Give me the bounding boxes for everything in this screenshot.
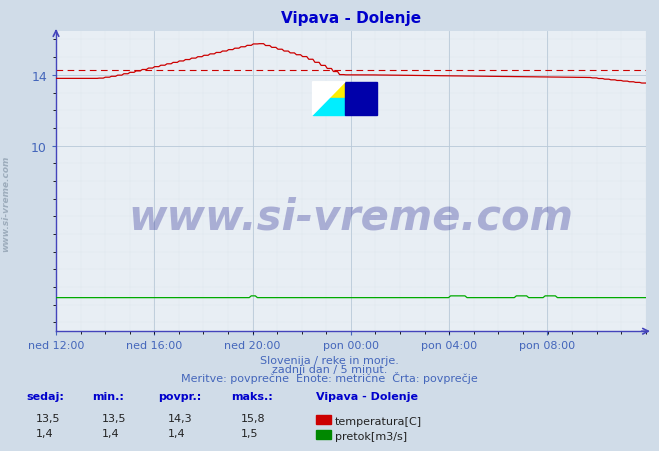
Text: Meritve: povprečne  Enote: metrične  Črta: povprečje: Meritve: povprečne Enote: metrične Črta:…: [181, 371, 478, 383]
Text: 13,5: 13,5: [36, 413, 61, 423]
Text: min.:: min.:: [92, 391, 124, 401]
Text: 1,4: 1,4: [102, 428, 120, 438]
Polygon shape: [312, 83, 345, 115]
Bar: [312, 83, 345, 99]
Text: maks.:: maks.:: [231, 391, 272, 401]
Text: Vipava - Dolenje: Vipava - Dolenje: [316, 391, 418, 401]
Text: zadnji dan / 5 minut.: zadnji dan / 5 minut.: [272, 364, 387, 374]
Text: 1,4: 1,4: [36, 428, 54, 438]
Text: 13,5: 13,5: [102, 413, 127, 423]
Bar: [345, 83, 378, 115]
Text: 15,8: 15,8: [241, 413, 265, 423]
Text: temperatura[C]: temperatura[C]: [335, 416, 422, 426]
Title: Vipava - Dolenje: Vipava - Dolenje: [281, 11, 421, 26]
Bar: [312, 99, 345, 115]
Text: pretok[m3/s]: pretok[m3/s]: [335, 431, 407, 441]
Text: 1,5: 1,5: [241, 428, 258, 438]
Text: sedaj:: sedaj:: [26, 391, 64, 401]
Text: www.si-vreme.com: www.si-vreme.com: [1, 155, 10, 251]
Text: povpr.:: povpr.:: [158, 391, 202, 401]
Text: 14,3: 14,3: [168, 413, 192, 423]
Text: Slovenija / reke in morje.: Slovenija / reke in morje.: [260, 355, 399, 365]
Text: 1,4: 1,4: [168, 428, 186, 438]
Text: www.si-vreme.com: www.si-vreme.com: [129, 197, 573, 239]
